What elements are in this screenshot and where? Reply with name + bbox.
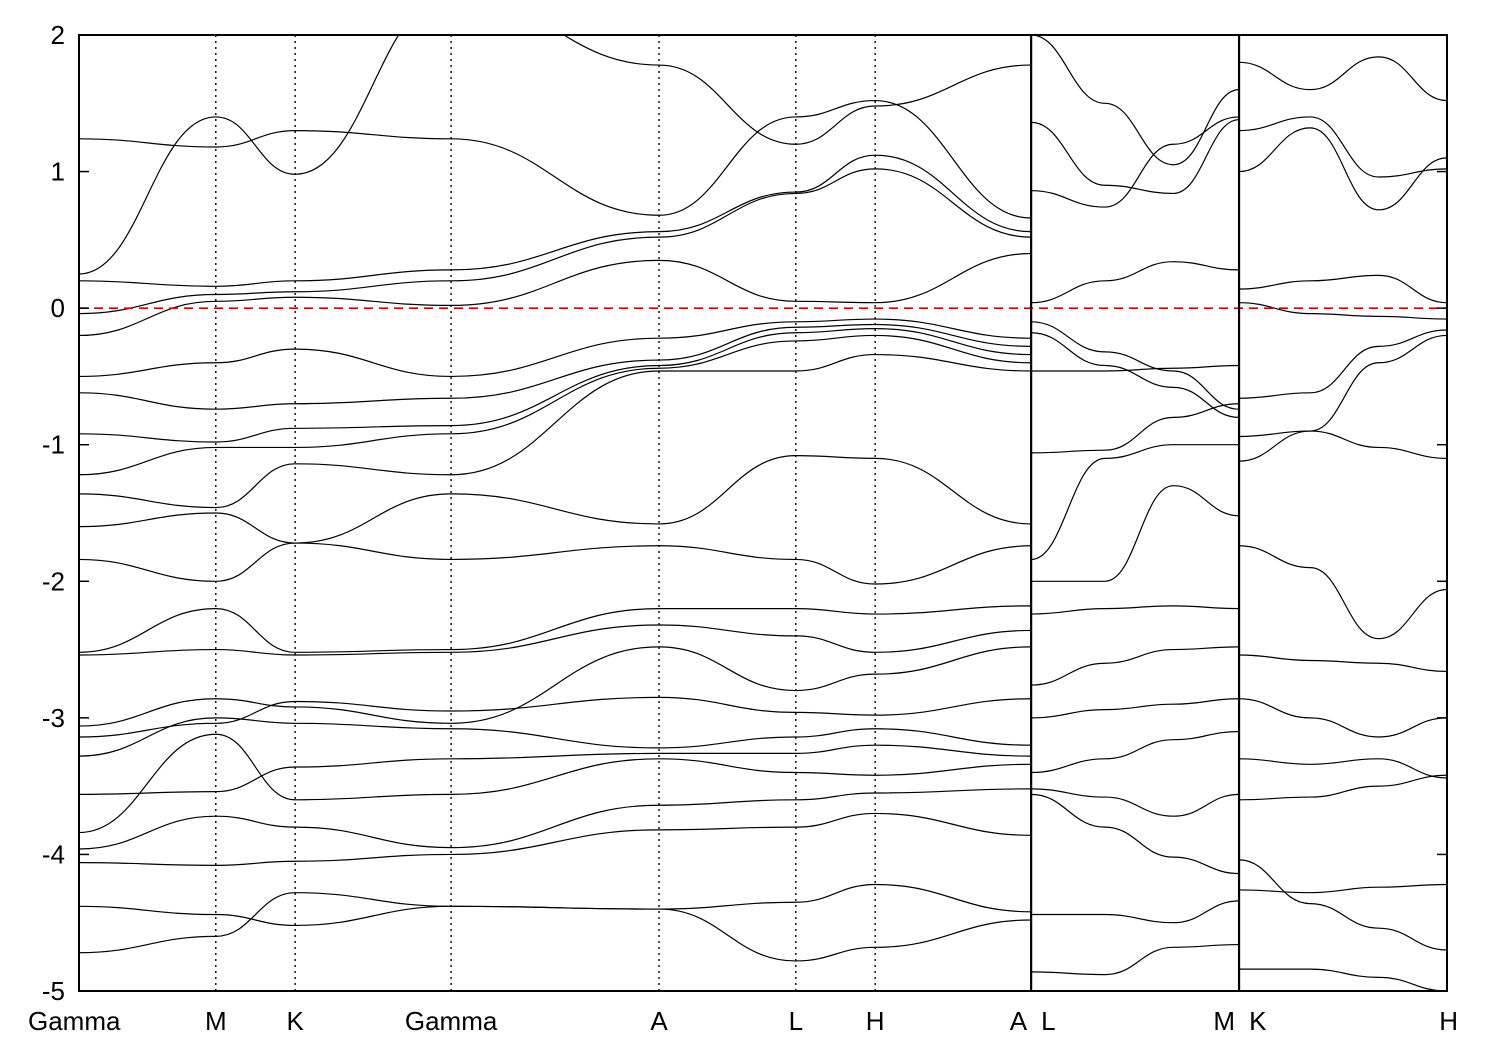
band-line-45: [1239, 545, 1447, 640]
band-line-52: [1239, 968, 1447, 991]
band-line-57: [1239, 116, 1447, 178]
y-tick-label: -4: [42, 839, 65, 869]
x-tick-label-k: K: [286, 1006, 304, 1036]
band-line-42: [1239, 329, 1447, 399]
x-axis-ticks: Gamma M K Gamma A L H A L M K H: [28, 1006, 1458, 1036]
band-line-17: [79, 323, 1032, 410]
band-line-40: [1031, 119, 1240, 195]
band-line-38: [1031, 943, 1240, 976]
band-line-56: [1239, 56, 1447, 102]
y-tick-label: -5: [42, 976, 65, 1006]
band-line-32: [1031, 646, 1240, 686]
high-symmetry-lines: [215, 35, 876, 991]
x-tick-label-gamma: Gamma: [28, 1006, 121, 1036]
band-line-8: [79, 696, 1032, 738]
band-line-25: [1031, 332, 1240, 418]
y-tick-label: -2: [42, 566, 65, 596]
band-line-44: [1239, 430, 1447, 462]
band-line-47: [1239, 698, 1447, 738]
band-line-31: [1031, 605, 1240, 615]
band-line-14: [79, 353, 1032, 509]
plot-frame: [78, 34, 1448, 992]
x-tick-label-h: H: [1439, 1006, 1458, 1036]
band-line-24: [1031, 364, 1240, 372]
y-axis-ticks: 2 1 0 -1 -2 -3 -4 -5: [42, 20, 1447, 1006]
y-tick-label: 1: [51, 157, 65, 187]
band-line-6: [79, 744, 1032, 795]
band-line-1: [79, 883, 1032, 954]
band-line-20: [79, 168, 1032, 315]
band-line-55: [1239, 127, 1447, 211]
x-tick-label-h: H: [866, 1006, 885, 1036]
band-line-34: [1031, 730, 1240, 774]
band-line-15: [79, 334, 1032, 476]
path-discontinuities: [1030, 35, 1241, 991]
x-tick-label-a: A: [1010, 1006, 1028, 1036]
y-tick-label: 0: [51, 293, 65, 323]
band-line-46: [1239, 654, 1447, 673]
band-line-26: [1031, 321, 1240, 410]
band-line-41: [1031, 35, 1240, 166]
band-line-7: [79, 717, 1032, 757]
y-tick-label: -3: [42, 703, 65, 733]
band-line-12: [79, 542, 1032, 585]
band-line-2: [79, 905, 1032, 962]
band-line-23: [79, 35, 1032, 275]
band-line-50: [1239, 859, 1447, 951]
band-line-11: [79, 605, 1032, 653]
band-line-33: [1031, 698, 1240, 719]
band-line-16: [79, 328, 1032, 443]
band-line-22: [79, 99, 1032, 219]
x-tick-label-l: L: [789, 1006, 803, 1036]
band-line-5: [79, 733, 1032, 834]
x-tick-label-gamma: Gamma: [405, 1006, 498, 1036]
band-line-3: [79, 812, 1032, 866]
band-line-43: [1239, 334, 1447, 438]
x-tick-label-m: M: [1213, 1006, 1235, 1036]
band-line-51: [1239, 883, 1447, 894]
band-line-53: [1239, 302, 1447, 320]
band-lines: [79, 35, 1447, 991]
band-line-49: [1239, 774, 1447, 801]
band-line-21: [79, 154, 1032, 287]
band-line-48: [1239, 758, 1447, 779]
band-line-27: [1031, 261, 1240, 304]
x-tick-label-a: A: [650, 1006, 668, 1036]
band-line-39: [1031, 116, 1240, 208]
band-line-9: [79, 646, 1032, 727]
band-line-28: [1031, 403, 1240, 454]
y-tick-label: -1: [42, 430, 65, 460]
band-line-30: [1031, 485, 1240, 582]
band-line-19: [79, 252, 1032, 337]
x-tick-label-k: K: [1249, 1006, 1267, 1036]
band-line-10: [79, 624, 1032, 656]
x-tick-label-l: L: [1041, 1006, 1055, 1036]
band-line-54: [1239, 274, 1447, 304]
band-line-4: [79, 788, 1032, 850]
band-line-36: [1031, 793, 1240, 875]
band-line-13: [79, 455, 1032, 544]
band-line-18: [79, 318, 1032, 378]
band-line-37: [1031, 900, 1240, 924]
band-line-35: [1031, 788, 1240, 817]
y-tick-label: 2: [51, 20, 65, 50]
x-tick-label-m: M: [205, 1006, 227, 1036]
band-line-29: [1031, 444, 1240, 561]
